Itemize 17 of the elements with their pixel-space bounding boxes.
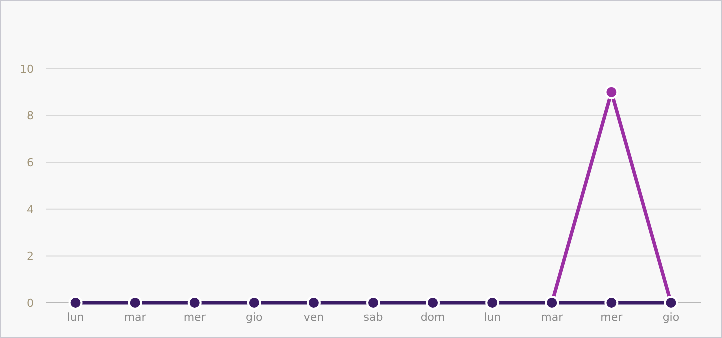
x-tick-label: dom — [420, 311, 446, 324]
x-tick-label: gio — [662, 311, 680, 324]
x-tick-label: sab — [364, 311, 384, 324]
y-tick-label: 6 — [27, 156, 34, 170]
y-tick-label: 0 — [27, 296, 34, 310]
x-tick-label: ven — [304, 311, 324, 324]
x-tick-label: mar — [541, 311, 564, 324]
x-tick-label: lun — [484, 311, 502, 324]
x-tick-label: gio — [246, 311, 264, 324]
y-tick-label: 4 — [27, 203, 34, 216]
x-tick-label: mar — [124, 311, 147, 324]
x-tick-label: lun — [67, 311, 84, 324]
y-tick-label: 2 — [27, 250, 34, 264]
y-tick-label: 10 — [20, 62, 34, 76]
y-tick-label: 8 — [27, 110, 34, 123]
x-tick-label: mer — [600, 311, 624, 324]
x-tick-label: mer — [184, 311, 206, 324]
